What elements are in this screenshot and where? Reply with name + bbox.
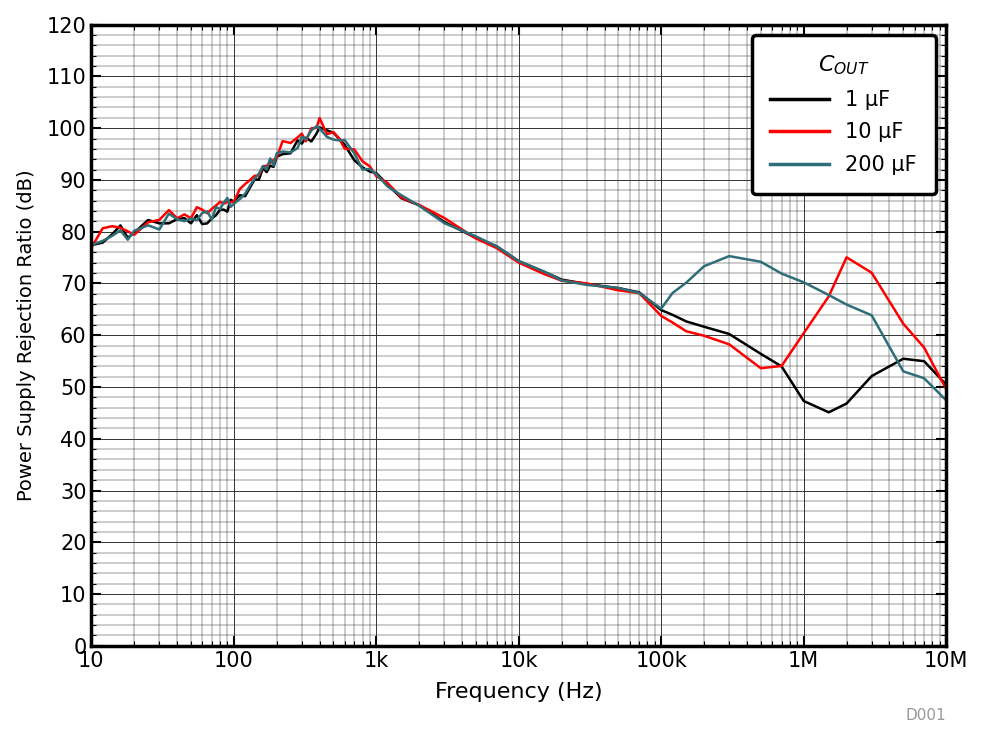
200 μF xyxy=(210,203,222,211)
Line: 1 μF: 1 μF xyxy=(92,128,947,413)
10 μF xyxy=(328,128,340,137)
10 μF xyxy=(86,244,98,252)
10 μF xyxy=(333,134,345,143)
1 μF xyxy=(206,214,218,223)
1 μF xyxy=(328,128,340,137)
10 μF xyxy=(313,114,325,123)
200 μF xyxy=(244,181,256,190)
Y-axis label: Power Supply Rejection Ratio (dB): Power Supply Rejection Ratio (dB) xyxy=(17,170,35,501)
200 μF xyxy=(86,241,98,250)
1 μF xyxy=(941,380,952,389)
10 μF xyxy=(941,385,952,393)
10 μF xyxy=(210,201,222,210)
200 μF xyxy=(333,136,345,145)
10 μF xyxy=(798,329,810,338)
Line: 200 μF: 200 μF xyxy=(92,126,947,400)
10 μF xyxy=(244,175,256,184)
Legend: 1 μF, 10 μF, 200 μF: 1 μF, 10 μF, 200 μF xyxy=(752,35,936,194)
Line: 10 μF: 10 μF xyxy=(92,118,947,389)
1 μF xyxy=(210,211,222,219)
1 μF xyxy=(244,183,256,192)
200 μF xyxy=(328,135,340,144)
200 μF xyxy=(206,215,218,224)
200 μF xyxy=(941,396,952,404)
1 μF xyxy=(313,123,325,132)
1 μF xyxy=(86,241,98,250)
200 μF xyxy=(798,278,810,287)
10 μF xyxy=(206,205,218,214)
200 μF xyxy=(310,122,322,131)
1 μF xyxy=(333,134,345,143)
X-axis label: Frequency (Hz): Frequency (Hz) xyxy=(435,682,603,702)
1 μF xyxy=(822,408,834,417)
Text: D001: D001 xyxy=(905,708,947,723)
1 μF xyxy=(798,396,810,405)
